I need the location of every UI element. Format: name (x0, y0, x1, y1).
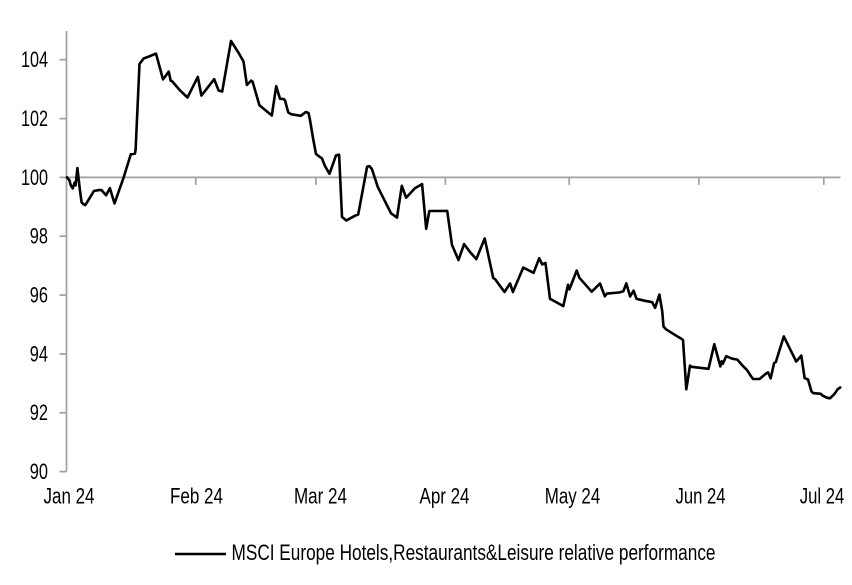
svg-text:Jul 24: Jul 24 (800, 484, 845, 509)
svg-text:Mar 24: Mar 24 (294, 484, 347, 509)
svg-text:MSCI Europe Hotels,Restaurants: MSCI Europe Hotels,Restaurants&Leisure r… (232, 540, 716, 565)
svg-text:May 24: May 24 (545, 484, 601, 509)
svg-text:Jun 24: Jun 24 (676, 484, 726, 509)
svg-text:92: 92 (30, 400, 48, 425)
svg-text:Jan 24: Jan 24 (44, 484, 95, 509)
svg-text:104: 104 (21, 47, 48, 72)
svg-text:94: 94 (30, 341, 48, 366)
svg-text:90: 90 (30, 459, 48, 484)
svg-text:102: 102 (21, 106, 48, 131)
svg-text:100: 100 (21, 165, 48, 190)
svg-text:Feb 24: Feb 24 (170, 484, 223, 509)
svg-text:98: 98 (30, 224, 48, 249)
svg-text:Apr 24: Apr 24 (420, 484, 470, 509)
svg-text:96: 96 (30, 283, 48, 308)
